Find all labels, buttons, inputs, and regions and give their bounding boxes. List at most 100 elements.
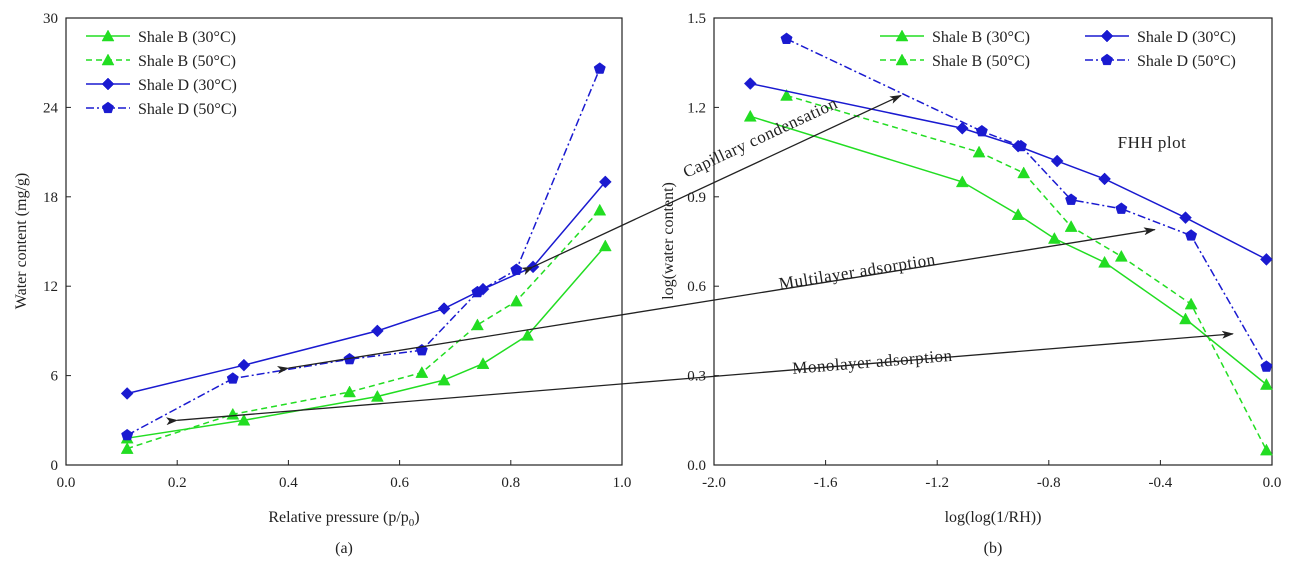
y-axis-title-b: log(water content) bbox=[660, 182, 677, 300]
legend-item: Shale B (50°C) bbox=[86, 53, 236, 70]
data-point bbox=[237, 358, 251, 372]
data-point bbox=[121, 428, 134, 441]
series-line bbox=[126, 181, 606, 395]
data-point bbox=[1185, 229, 1198, 241]
y-tick-label: 0.0 bbox=[687, 458, 706, 474]
y-tick-label: 0 bbox=[51, 458, 59, 474]
series-1 bbox=[743, 109, 1273, 390]
legend-item: Shale D (30°C) bbox=[86, 77, 237, 94]
data-point bbox=[593, 62, 606, 74]
x-tick-label: 0.4 bbox=[279, 475, 298, 491]
legend-item: Shale D (50°C) bbox=[86, 101, 237, 118]
legend-marker bbox=[101, 53, 115, 66]
legend-marker bbox=[101, 77, 115, 91]
annotation-arrow bbox=[276, 227, 1156, 374]
data-point bbox=[1011, 208, 1025, 220]
series-1 bbox=[120, 239, 612, 444]
data-point bbox=[1098, 172, 1111, 186]
data-point bbox=[1017, 166, 1031, 179]
y-tick-label: 6 bbox=[51, 369, 59, 385]
series-4 bbox=[780, 32, 1273, 372]
data-point bbox=[437, 302, 451, 315]
data-point bbox=[955, 175, 969, 188]
x-tick-label: -1.6 bbox=[814, 475, 838, 491]
legend-label: Shale B (30°C) bbox=[932, 29, 1030, 46]
annotation-label: Multilayer adsorption bbox=[778, 250, 937, 294]
series-line bbox=[786, 38, 1268, 368]
y-tick-label: 30 bbox=[43, 11, 58, 27]
y-tick-label: 0.9 bbox=[687, 190, 706, 206]
x-tick-label: -0.8 bbox=[1037, 475, 1061, 491]
legend-item: Shale B (30°C) bbox=[86, 29, 236, 46]
panel-label-a: (a) bbox=[335, 540, 353, 557]
x-tick-label: 1.0 bbox=[613, 475, 632, 491]
legend-marker bbox=[101, 29, 115, 42]
legend-marker bbox=[895, 53, 909, 66]
x-tick-label: 0.2 bbox=[168, 475, 187, 491]
data-point bbox=[598, 239, 612, 252]
data-point bbox=[1260, 253, 1273, 266]
data-point bbox=[1184, 297, 1198, 310]
data-point bbox=[509, 294, 523, 307]
x-tick-label: -1.2 bbox=[925, 475, 949, 491]
annotation-3: Monolayer adsorption bbox=[165, 330, 1234, 426]
annotation-label: Monolayer adsorption bbox=[792, 346, 954, 378]
chart-panel-a: 0.0 0.2 0.4 0.6 0.8 1.0 0 6 12 18 24 30 Shale B (30… bbox=[13, 11, 631, 557]
annotation-2: Multilayer adsorption bbox=[276, 227, 1156, 374]
data-point bbox=[1014, 139, 1027, 152]
x-tick-label: -0.4 bbox=[1149, 475, 1173, 491]
legend-marker bbox=[101, 101, 115, 114]
legend-label: Shale D (30°C) bbox=[138, 77, 237, 94]
legend-label: Shale D (30°C) bbox=[1137, 29, 1236, 46]
plot-frame-b bbox=[713, 17, 1273, 466]
axis-ticks-a: 0.0 0.2 0.4 0.6 0.8 1.0 0 6 12 18 24 30 bbox=[43, 11, 631, 491]
axis-ticks-b: -2.0 -1.6 -1.2 -0.8 -0.4 0.00.00.30.60.91.21.… bbox=[687, 11, 1281, 491]
data-point bbox=[226, 372, 239, 384]
series-line bbox=[127, 245, 606, 439]
x-tick-label: 0.8 bbox=[501, 475, 520, 491]
data-point bbox=[1259, 443, 1273, 456]
legend-item: Shale B (50°C) bbox=[880, 53, 1030, 70]
y-tick-label: 1.5 bbox=[687, 11, 706, 27]
data-point bbox=[1114, 249, 1128, 262]
series-line bbox=[126, 68, 601, 436]
legend-item: Shale B (30°C) bbox=[880, 29, 1030, 46]
y-axis-title-a: Water content (mg/g) bbox=[13, 173, 30, 309]
y-tick-label: 18 bbox=[43, 190, 58, 206]
data-point bbox=[437, 373, 451, 386]
data-point bbox=[1179, 312, 1192, 325]
series-3 bbox=[120, 175, 612, 400]
data-point bbox=[955, 121, 969, 135]
legend-marker bbox=[1100, 53, 1114, 66]
fhh-plot-label: FHH plot bbox=[1118, 133, 1187, 152]
legend-label: Shale B (50°C) bbox=[932, 53, 1030, 70]
data-point bbox=[476, 357, 490, 369]
y-tick-label: 1.2 bbox=[687, 100, 706, 116]
legend-marker bbox=[1100, 29, 1114, 43]
data-point bbox=[1115, 202, 1128, 214]
data-point bbox=[471, 318, 484, 331]
data-point bbox=[1259, 378, 1273, 390]
legend-a: Shale B (30°C) Shale B (50°C) Shale D (30°… bbox=[86, 29, 237, 118]
x-tick-label: -2.0 bbox=[702, 475, 726, 491]
data-point bbox=[510, 263, 523, 275]
data-point bbox=[743, 109, 757, 122]
data-point bbox=[972, 145, 986, 158]
data-point bbox=[371, 324, 384, 338]
annotation-arrow bbox=[521, 94, 902, 276]
data-point bbox=[780, 32, 793, 44]
chart-panel-b: -2.0 -1.6 -1.2 -0.8 -0.4 0.00.00.30.60.91.21.… bbox=[660, 11, 1281, 557]
data-point bbox=[1260, 360, 1273, 372]
x-tick-label: 0.6 bbox=[390, 475, 409, 491]
data-point bbox=[743, 77, 757, 90]
series-group-b bbox=[743, 32, 1273, 456]
data-point bbox=[1098, 255, 1112, 268]
legend-label: Shale B (50°C) bbox=[138, 53, 236, 70]
y-tick-label: 0.6 bbox=[687, 279, 706, 295]
series-group-a bbox=[120, 62, 612, 454]
series-line bbox=[750, 115, 1267, 386]
annotation-1: Capillary condensation bbox=[521, 93, 902, 276]
legend-item: Shale D (50°C) bbox=[1085, 53, 1236, 70]
data-point bbox=[120, 442, 134, 454]
